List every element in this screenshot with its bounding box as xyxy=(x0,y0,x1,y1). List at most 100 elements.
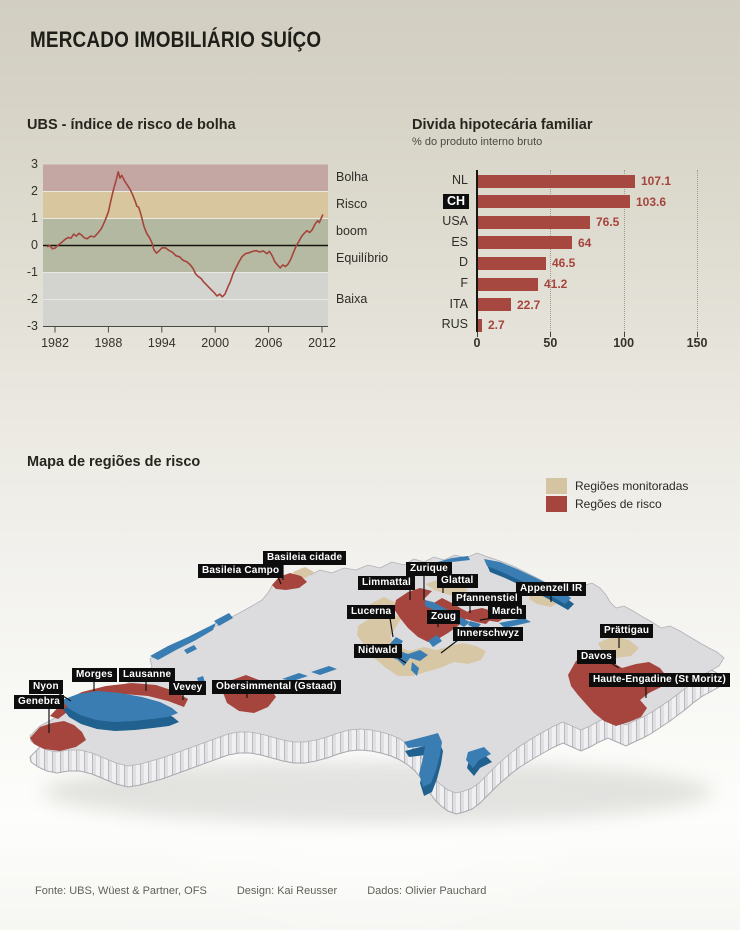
lake xyxy=(184,645,197,654)
y-tick-label: 0 xyxy=(31,237,38,252)
map-region-label-vevey: Vevey xyxy=(169,681,207,695)
lake xyxy=(214,613,233,626)
bar-value-RUS: 2.7 xyxy=(488,318,505,333)
map-region-label-basileia-cidade: Basileia cidade xyxy=(263,551,347,565)
map-region-label-nyon: Nyon xyxy=(29,680,63,694)
bar-axis-line xyxy=(476,170,478,332)
bar-value-CH: 103.6 xyxy=(636,194,667,209)
y-tick-label: -2 xyxy=(26,291,38,306)
zone-label-boom: boom xyxy=(336,224,368,238)
bar-category-RUS: RUS xyxy=(441,317,468,332)
bar-USA xyxy=(478,215,590,229)
map-region-label-march: March xyxy=(488,605,527,619)
bar-value-USA: 76.5 xyxy=(596,215,620,230)
bar-F xyxy=(478,277,538,291)
bar-axis-tick xyxy=(697,332,698,337)
bar-value-NL: 107.1 xyxy=(641,174,672,188)
legend-swatch-monitored xyxy=(546,478,567,494)
map-region-label-davos: Davos xyxy=(577,650,617,664)
y-tick-label: 2 xyxy=(31,183,38,198)
gridline-50 xyxy=(550,170,552,332)
bar-category-D: D xyxy=(458,255,468,270)
map-region-label-genebra: Genebra xyxy=(14,695,64,709)
bar-value-ITA: 22.7 xyxy=(517,297,541,312)
footer-data: Dados: Olivier Pauchard xyxy=(367,885,487,897)
risk-regions xyxy=(30,573,667,751)
gridline-100 xyxy=(623,170,625,332)
lake-side xyxy=(405,742,443,796)
map-region-label-nidwald: Nidwald xyxy=(354,644,402,658)
map-region-label-glattal: Glattal xyxy=(437,574,478,588)
lake xyxy=(311,666,337,675)
lake-side xyxy=(467,755,492,776)
leader-line-basileia-campo xyxy=(277,576,282,585)
bar-axis-tick xyxy=(550,332,552,337)
bar-value-ES: 64 xyxy=(578,235,592,250)
legend-label-risk: Regões de risco xyxy=(575,497,662,511)
x-tick-label: 1982 xyxy=(41,336,69,350)
bar-axis-label: 100 xyxy=(613,336,635,350)
risk-region xyxy=(30,721,86,751)
zone-label-Baixa: Baixa xyxy=(336,291,368,306)
bar-category-F: F xyxy=(460,276,468,290)
bar-axis-tick xyxy=(623,332,625,337)
map-region-label-innerschwyz: Innerschwyz xyxy=(453,627,524,641)
map-region-label-zoug: Zoug xyxy=(427,610,461,624)
bar-category-ITA: ITA xyxy=(449,296,468,311)
bar-value-D: 46.5 xyxy=(552,256,576,271)
footer-source: Fonte: UBS, Wüest & Partner, OFS xyxy=(35,885,207,897)
map-region-label-lucerna: Lucerna xyxy=(347,605,396,619)
bar-category-USA: USA xyxy=(442,214,468,229)
legend-swatch-risk xyxy=(546,496,567,512)
bar-value-F: 41.2 xyxy=(544,277,568,291)
lake xyxy=(428,635,442,647)
zone-band-Equilíbrio xyxy=(43,245,328,273)
footer-design: Design: Kai Reusser xyxy=(236,885,338,897)
bubble-chart-title: UBS - índice de risco de bolha xyxy=(27,117,236,133)
lake xyxy=(411,662,419,676)
map-region-label-pfannenstiel: Pfannenstiel xyxy=(452,592,522,606)
map-region-label-appenzell-ir: Appenzell IR xyxy=(516,582,587,596)
leader-line-lucerna xyxy=(389,617,394,638)
zone-label-Bolha: Bolha xyxy=(336,170,368,184)
bar-chart-subtitle: % do produto interno bruto xyxy=(412,136,543,148)
map-shadow xyxy=(43,760,713,824)
x-tick-label: 2006 xyxy=(254,336,283,350)
lake xyxy=(62,691,178,722)
lake-side xyxy=(63,700,179,731)
map-region-label-lausanne: Lausanne xyxy=(119,668,176,682)
zone-band-Bolha xyxy=(43,164,328,192)
zone-label-Equilíbrio: Equilíbrio xyxy=(336,251,389,265)
bar-NL xyxy=(478,174,635,188)
bubble-index-line xyxy=(46,171,324,298)
y-tick-label: 3 xyxy=(31,156,38,171)
map-region-label-basileia-campo: Basileia Campo xyxy=(198,564,284,578)
map-region-label-prattigau: Prättigau xyxy=(600,624,654,638)
bar-axis-label: 0 xyxy=(473,336,481,350)
map-region-label-limmattal: Limmattal xyxy=(358,576,416,590)
bar-chart-title: Divida hipotecária familiar xyxy=(412,117,593,133)
lake xyxy=(150,623,216,660)
bar-ITA xyxy=(478,298,511,312)
bar-CH xyxy=(478,195,630,209)
gridline-150 xyxy=(697,170,698,332)
lake xyxy=(404,733,442,787)
map-region-label-haute-engadine: Haute-Engadine (St Moritz) xyxy=(589,673,730,687)
y-tick-label: 1 xyxy=(31,210,38,225)
map-section-title: Mapa de regiões de risco xyxy=(27,454,201,470)
bar-D xyxy=(478,256,546,270)
zone-band-boom xyxy=(43,218,328,246)
x-tick-label: 1988 xyxy=(94,336,123,350)
monitored-region xyxy=(293,567,314,578)
x-tick-label: 2012 xyxy=(308,336,336,350)
bar-category-ES: ES xyxy=(451,234,468,249)
bar-category-NL: NL xyxy=(452,173,468,187)
lake xyxy=(466,747,491,768)
bar-axis-tick xyxy=(477,332,478,337)
bar-category-CH: CH xyxy=(442,193,469,209)
footer-credits: Fonte: UBS, Wüest & Partner, OFS Design:… xyxy=(35,885,513,897)
map-region-label-obersimmental: Obersimmental (Gstaad) xyxy=(212,680,341,694)
zone-label-Risco: Risco xyxy=(336,197,368,211)
legend-label-monitored: Regiões monitoradas xyxy=(575,479,689,493)
